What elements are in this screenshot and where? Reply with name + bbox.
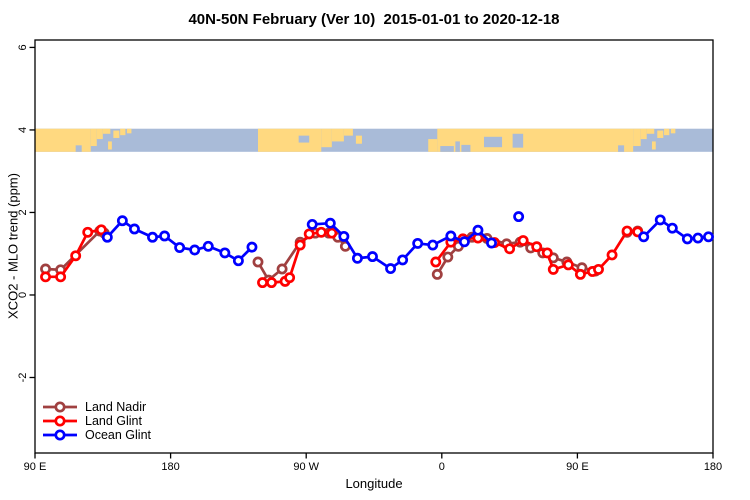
legend-item: Land Nadir bbox=[42, 400, 151, 414]
svg-text:4: 4 bbox=[17, 127, 29, 133]
svg-text:180: 180 bbox=[161, 461, 179, 473]
svg-text:90 E: 90 E bbox=[24, 461, 47, 473]
svg-text:-2: -2 bbox=[17, 373, 29, 383]
svg-text:2: 2 bbox=[17, 209, 29, 215]
legend-item: Land Glint bbox=[42, 414, 151, 428]
svg-text:90 W: 90 W bbox=[293, 461, 319, 473]
legend-item: Ocean Glint bbox=[42, 428, 151, 442]
ocean-glint-marker-icon bbox=[43, 429, 77, 441]
svg-text:90 E: 90 E bbox=[566, 461, 589, 473]
legend-label: Land Glint bbox=[85, 414, 142, 428]
page-title: 40N-50N February (Ver 10) 2015-01-01 to … bbox=[188, 11, 560, 28]
land-glint-marker-icon bbox=[43, 415, 77, 427]
svg-text:0: 0 bbox=[17, 292, 29, 298]
legend-label: Land Nadir bbox=[85, 400, 147, 414]
legend: Land Nadir Land Glint Ocean Glint bbox=[42, 400, 151, 442]
svg-text:180: 180 bbox=[704, 461, 722, 473]
land-nadir-marker-icon bbox=[43, 401, 77, 413]
svg-text:0: 0 bbox=[439, 461, 445, 473]
legend-label: Ocean Glint bbox=[85, 428, 152, 442]
svg-text:6: 6 bbox=[17, 44, 29, 50]
x-axis-label: Longitude bbox=[345, 476, 403, 491]
